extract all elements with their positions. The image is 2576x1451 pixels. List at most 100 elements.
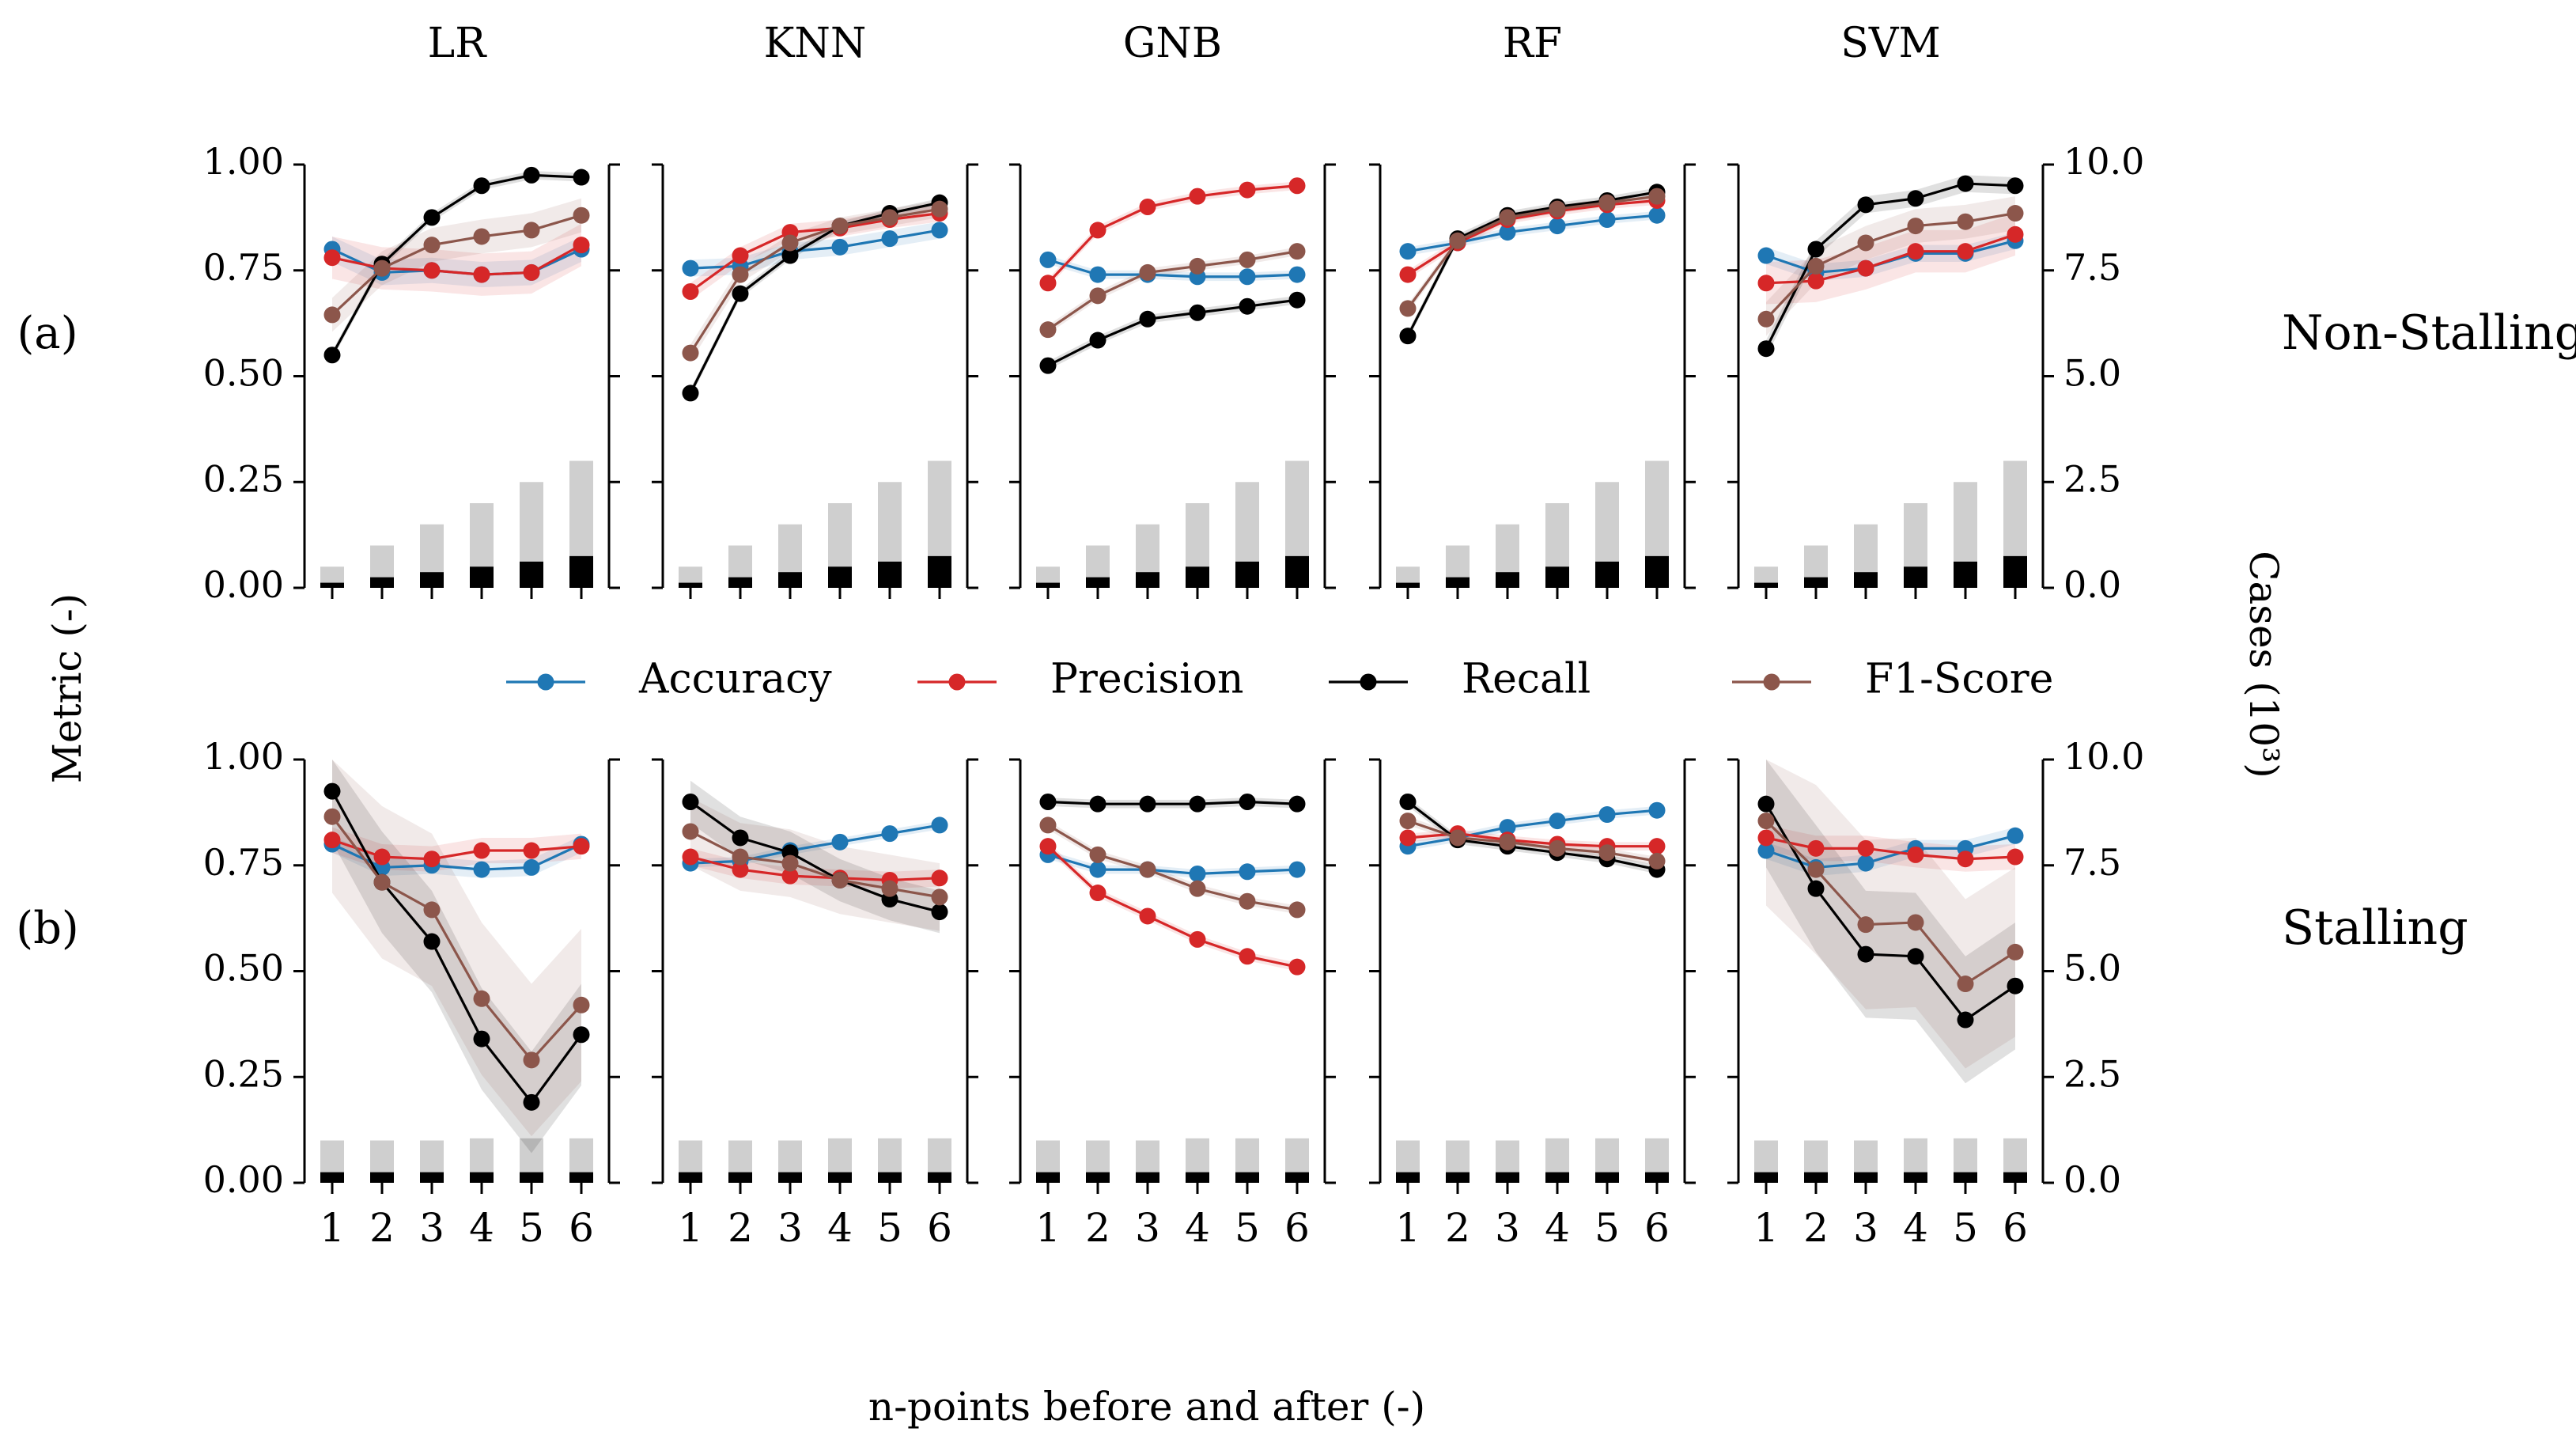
x-tick-label: 4 — [827, 1205, 853, 1251]
line-f1-score — [1406, 195, 1658, 309]
x-tick-label: 3 — [1495, 1205, 1520, 1251]
point-f1-score — [781, 234, 799, 252]
bar-cases-class — [1645, 1172, 1669, 1183]
point-recall — [1239, 297, 1256, 315]
x-tick-label: 3 — [1135, 1205, 1160, 1251]
x-axis-label: n-points before and after (-) — [868, 1384, 1425, 1430]
panel-rf-0: RF — [1369, 20, 1696, 599]
point-f1-score — [2007, 943, 2024, 960]
point-recall — [423, 209, 441, 226]
x-tick-label: 2 — [1085, 1205, 1110, 1251]
bar-cases-class — [1595, 1172, 1619, 1183]
point-precision — [523, 263, 540, 281]
bar-cases-class — [569, 555, 593, 588]
point-f1-score — [1239, 892, 1256, 910]
point-f1-score — [1039, 816, 1057, 834]
point-f1-score — [1857, 916, 1874, 934]
point-accuracy — [931, 816, 948, 834]
bar-cases-class — [1086, 1172, 1110, 1183]
x-tick-label: 4 — [469, 1205, 494, 1251]
point-f1-score — [323, 808, 341, 825]
point-accuracy — [473, 861, 490, 878]
panel-svm-0: SVM 0.0 2.5 5.0 7.5 10.0 — [1727, 20, 2144, 606]
point-recall — [1399, 328, 1417, 345]
point-recall — [1139, 795, 1156, 813]
point-f1-score — [1288, 243, 1306, 260]
bar-cases-class — [1754, 1172, 1778, 1183]
point-f1-score — [523, 1051, 540, 1069]
bar-cases-class — [1954, 561, 1977, 588]
bar-cases-class — [1754, 582, 1778, 588]
point-precision — [682, 848, 699, 866]
line-f1-score — [1765, 211, 2016, 320]
bar-cases-class — [1136, 572, 1159, 588]
bar-cases-class — [828, 1172, 852, 1183]
point-f1-score — [473, 228, 490, 245]
bar-cases-class — [1854, 1172, 1878, 1183]
point-f1-score — [1807, 257, 1825, 275]
bar-cases-class — [569, 1172, 593, 1183]
band-accuracy — [1048, 851, 1297, 878]
line-recall — [1406, 191, 1658, 337]
point-accuracy — [1399, 243, 1417, 260]
point-recall — [1807, 880, 1825, 897]
bar-cases-class — [1036, 1172, 1060, 1183]
line-f1-score — [1407, 820, 1658, 862]
point-accuracy — [1757, 247, 1775, 264]
bar-cases-class — [1496, 1172, 1519, 1183]
line-recall — [1407, 801, 1658, 871]
point-precision — [1039, 275, 1057, 292]
x-tick-label: 5 — [1235, 1205, 1260, 1251]
y2-tick-label: 5.0 — [2063, 947, 2121, 990]
x-tick-label: 2 — [728, 1205, 753, 1251]
point-accuracy — [881, 825, 898, 843]
band-precision — [332, 827, 581, 872]
point-recall — [732, 285, 749, 302]
point-precision — [1089, 885, 1106, 902]
line-f1-score — [690, 830, 940, 899]
point-f1-score — [2007, 205, 2024, 222]
point-recall — [523, 1093, 540, 1111]
legend-marker-accuracy — [537, 673, 554, 691]
point-precision — [1648, 838, 1666, 855]
point-precision — [1857, 839, 1874, 857]
y2-tick-label: 0.0 — [2063, 1158, 2121, 1201]
bar-cases-class — [1545, 1172, 1569, 1183]
point-precision — [423, 851, 441, 868]
point-f1-score — [1957, 213, 1974, 230]
point-precision — [1189, 930, 1206, 948]
point-f1-score — [1499, 833, 1516, 851]
bar-cases-class — [728, 577, 752, 588]
line-f1-score — [689, 207, 940, 354]
point-f1-score — [1449, 829, 1466, 847]
band-f1-score — [1048, 247, 1297, 334]
point-precision — [1907, 243, 1924, 260]
bar-cases-class — [878, 1172, 902, 1183]
band-accuracy — [332, 236, 581, 288]
panel-lr-1: 0.00 0.25 0.50 0.75 1.00 1 2 3 4 5 6 — [203, 735, 620, 1251]
bar-cases-class — [679, 1172, 702, 1183]
point-recall — [1089, 331, 1106, 349]
bar-cases-class — [1446, 1172, 1470, 1183]
point-f1-score — [831, 871, 849, 888]
point-recall — [682, 794, 699, 810]
row-label: (b) — [16, 903, 79, 954]
bar-cases-class — [1645, 555, 1669, 588]
point-f1-score — [1648, 852, 1666, 869]
point-accuracy — [1239, 268, 1256, 286]
x-tick-label: 2 — [369, 1205, 395, 1251]
bar-cases-class — [2003, 555, 2027, 588]
point-recall — [523, 166, 540, 184]
x-tick-label: 6 — [1284, 1205, 1310, 1251]
line-precision — [1765, 836, 2016, 861]
y-tick-label: 0.50 — [203, 947, 284, 990]
line-f1-score — [1047, 250, 1298, 331]
x-tick-label: 6 — [569, 1205, 594, 1251]
point-f1-score — [1139, 861, 1156, 878]
point-recall — [1807, 241, 1825, 258]
bar-cases-class — [1285, 555, 1309, 588]
point-f1-score — [1807, 861, 1825, 878]
point-f1-score — [1549, 839, 1566, 857]
point-f1-score — [1288, 901, 1306, 919]
point-precision — [1239, 181, 1256, 199]
